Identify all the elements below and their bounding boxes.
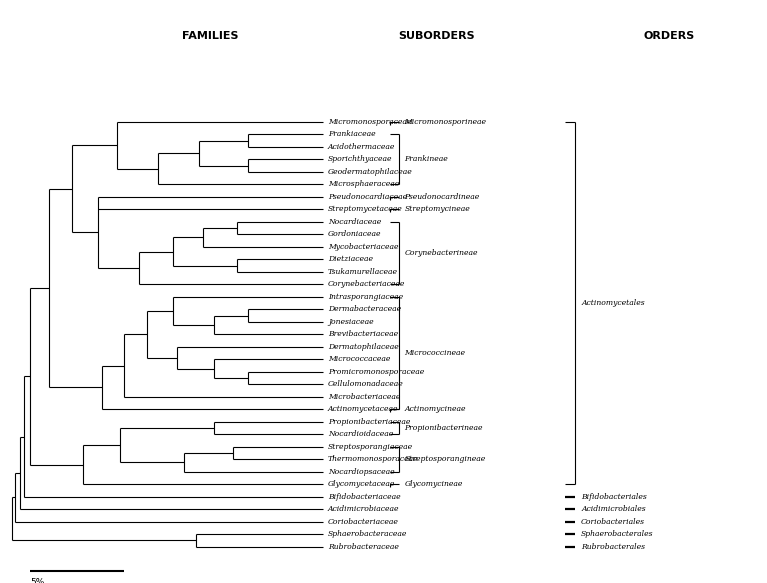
Text: Pseudonocardiaceae: Pseudonocardiaceae — [328, 193, 407, 201]
Text: Dietziaceae: Dietziaceae — [328, 255, 373, 264]
Text: Micrococcaceae: Micrococcaceae — [328, 355, 390, 363]
Text: Microbacteriaceae: Microbacteriaceae — [328, 393, 400, 401]
Text: Actinomycetaceae: Actinomycetaceae — [328, 405, 398, 413]
Text: Streptosporangiaceae: Streptosporangiaceae — [328, 442, 413, 451]
Text: Bifidobacteriaceae: Bifidobacteriaceae — [328, 493, 400, 501]
Text: Glycomycineae: Glycomycineae — [404, 480, 463, 488]
Text: Corynebacteriaceae: Corynebacteriaceae — [328, 280, 405, 289]
Text: Cellulomonadaceae: Cellulomonadaceae — [328, 380, 403, 388]
Text: Propionibacteriaceae: Propionibacteriaceae — [328, 418, 410, 426]
Text: Brevibacteriaceae: Brevibacteriaceae — [328, 331, 398, 338]
Text: Corynebacterineae: Corynebacterineae — [404, 249, 478, 257]
Text: Micromonosporineae: Micromonosporineae — [404, 118, 486, 126]
Text: Propionibacterineae: Propionibacterineae — [404, 424, 483, 432]
Text: Micrococcineae: Micrococcineae — [404, 349, 466, 357]
Text: FAMILIES: FAMILIES — [183, 31, 239, 41]
Text: Glycomycetaceae: Glycomycetaceae — [328, 480, 395, 488]
Text: Sphaerobacterales: Sphaerobacterales — [581, 530, 653, 538]
Text: Sphaerobacteraceae: Sphaerobacteraceae — [328, 530, 407, 538]
Text: Tsukamurellaceae: Tsukamurellaceae — [328, 268, 398, 276]
Text: Dermatophilaceae: Dermatophilaceae — [328, 343, 399, 351]
Text: 5%: 5% — [30, 578, 44, 583]
Text: Streptosporangineae: Streptosporangineae — [404, 455, 486, 463]
Text: Actinomycetales: Actinomycetales — [581, 299, 645, 307]
Text: Actinomycineae: Actinomycineae — [404, 405, 466, 413]
Text: Intrasporangiaceae: Intrasporangiaceae — [328, 293, 403, 301]
Text: Frankineae: Frankineae — [404, 156, 448, 163]
Text: SUBORDERS: SUBORDERS — [398, 31, 475, 41]
Text: Promicromonosporaceae: Promicromonosporaceae — [328, 368, 424, 376]
Text: Sporichthyaceae: Sporichthyaceae — [328, 156, 393, 163]
Text: Coriobacteriaceae: Coriobacteriaceae — [328, 518, 399, 526]
Text: Geodermatophilaceae: Geodermatophilaceae — [328, 168, 413, 176]
Text: Nocardiaceae: Nocardiaceae — [328, 218, 381, 226]
Text: Pseudonocardineae: Pseudonocardineae — [404, 193, 480, 201]
Text: Mycobacteriaceae: Mycobacteriaceae — [328, 243, 398, 251]
Text: Nocardiopsaceae: Nocardiopsaceae — [328, 468, 394, 476]
Text: Nocardioidaceae: Nocardioidaceae — [328, 430, 393, 438]
Text: Frankiaceae: Frankiaceae — [328, 131, 376, 138]
Text: Rubrobacteraceae: Rubrobacteraceae — [328, 543, 399, 551]
Text: Streptomycetaceae: Streptomycetaceae — [328, 205, 403, 213]
Text: Dermabacteraceae: Dermabacteraceae — [328, 305, 401, 313]
Text: Thermomonosporaceae: Thermomonosporaceae — [328, 455, 419, 463]
Text: Acidimicrobiaceae: Acidimicrobiaceae — [328, 505, 400, 513]
Text: Acidimicrobiales: Acidimicrobiales — [581, 505, 646, 513]
Text: Jonesiaceae: Jonesiaceae — [328, 318, 374, 326]
Text: Rubrobacterales: Rubrobacterales — [581, 543, 645, 551]
Text: Streptomycineae: Streptomycineae — [404, 205, 470, 213]
Text: Microsphaeraceae: Microsphaeraceae — [328, 180, 399, 188]
Text: Gordoniaceae: Gordoniaceae — [328, 230, 381, 238]
Text: Acidothermaceae: Acidothermaceae — [328, 143, 395, 151]
Text: Micromonosporaceae: Micromonosporaceae — [328, 118, 411, 126]
Text: Bifidobacteriales: Bifidobacteriales — [581, 493, 647, 501]
Text: Coriobacteriales: Coriobacteriales — [581, 518, 645, 526]
Text: ORDERS: ORDERS — [644, 31, 695, 41]
